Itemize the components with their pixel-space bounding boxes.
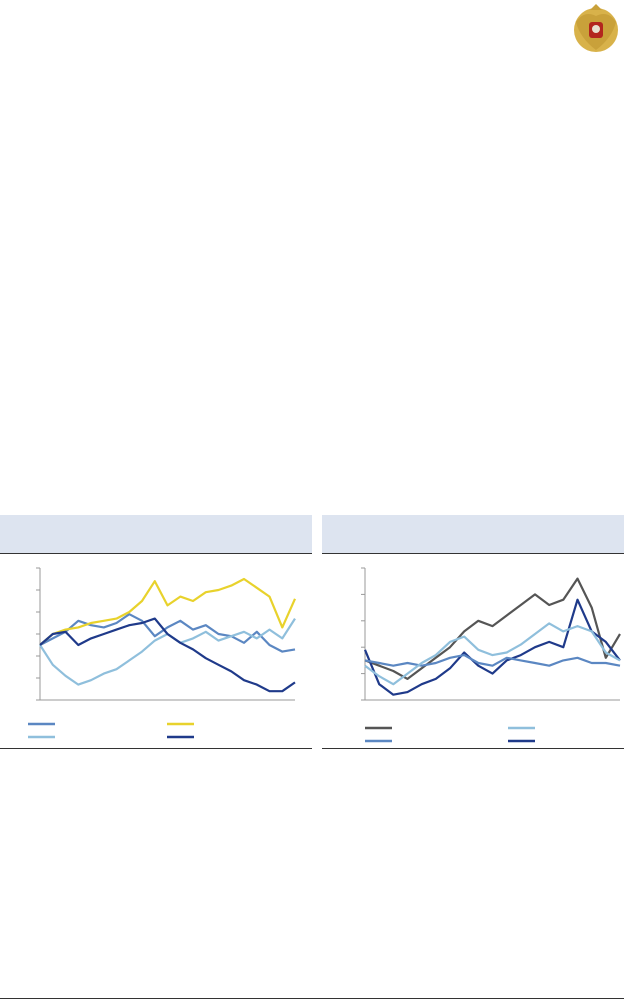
series-line bbox=[39, 617, 296, 693]
series-line bbox=[364, 577, 621, 681]
emblem bbox=[574, 4, 618, 52]
series-line bbox=[363, 598, 621, 696]
rule bbox=[0, 998, 624, 999]
chart-header bbox=[322, 515, 624, 554]
series-line bbox=[39, 577, 297, 646]
rule bbox=[0, 748, 312, 749]
series-line bbox=[364, 622, 621, 686]
series-line bbox=[364, 653, 621, 667]
chart-header bbox=[0, 515, 312, 554]
rule bbox=[322, 748, 624, 749]
